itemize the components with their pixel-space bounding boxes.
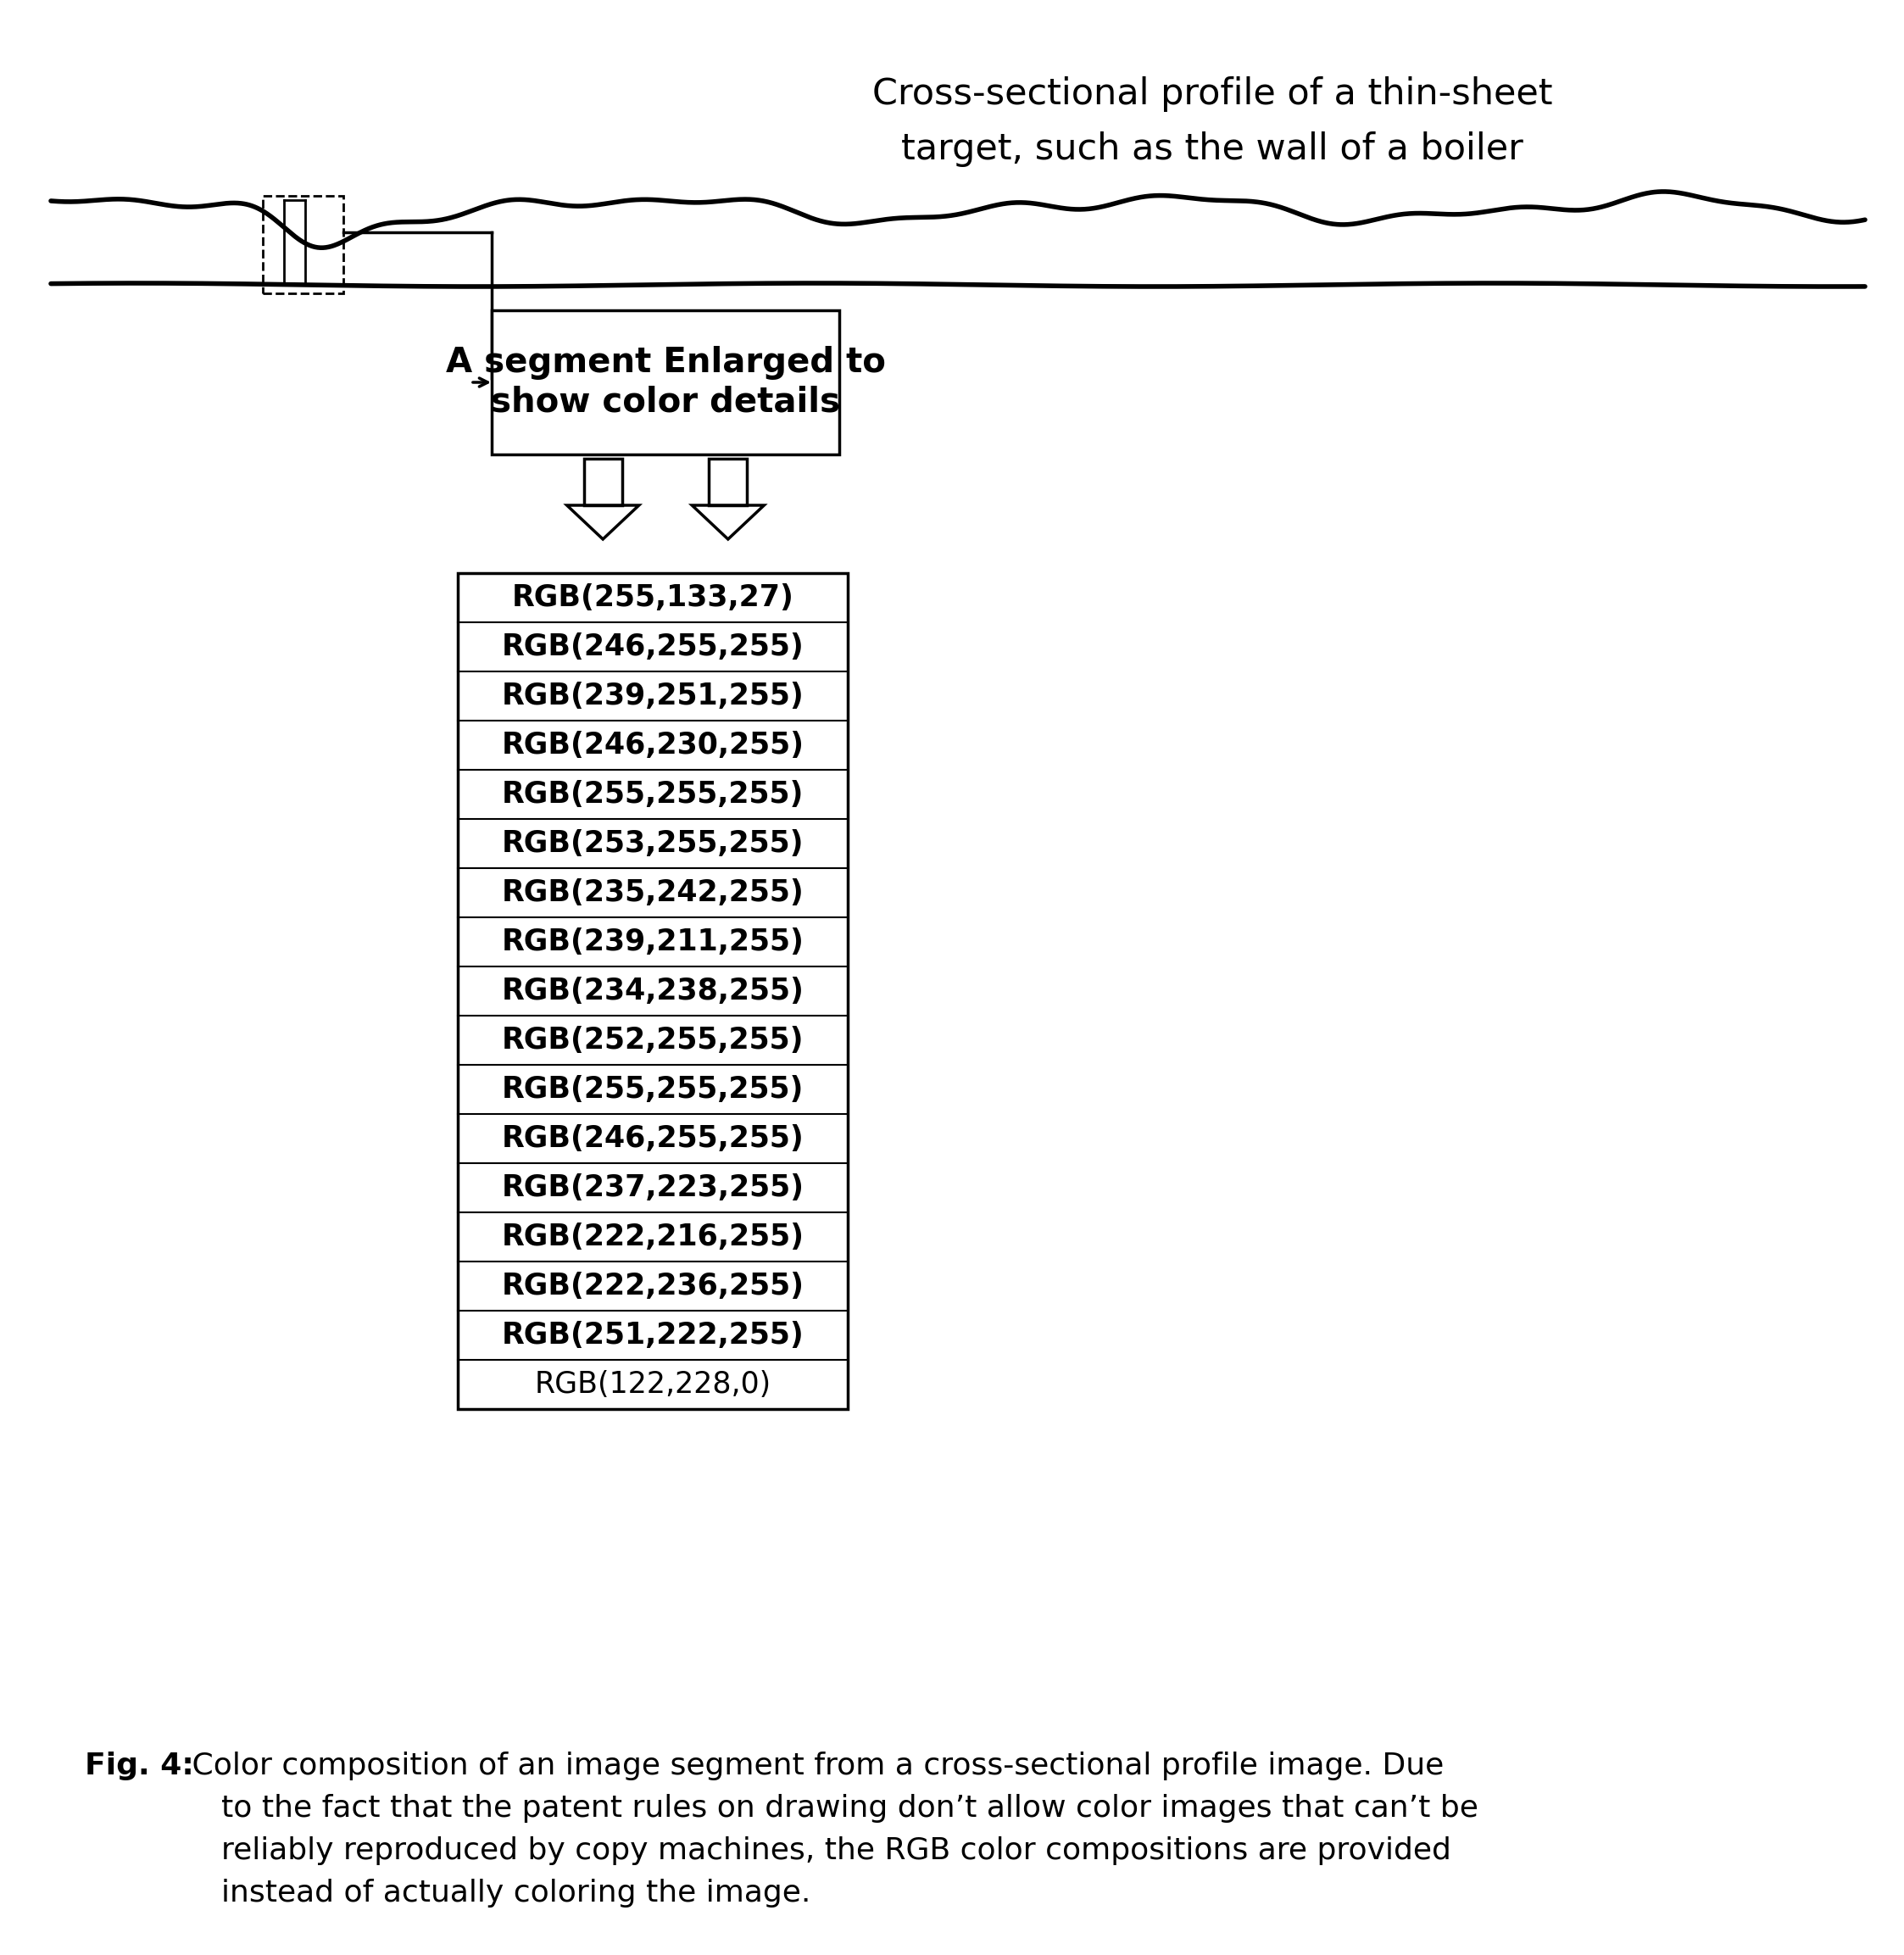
Text: A segment Enlarged to
show color details: A segment Enlarged to show color details <box>446 346 885 418</box>
Bar <box>585 459 623 504</box>
Text: RGB(234,238,255): RGB(234,238,255) <box>501 978 803 1005</box>
Text: instead of actually coloring the image.: instead of actually coloring the image. <box>183 1879 811 1908</box>
Text: RGB(255,255,255): RGB(255,255,255) <box>501 1075 803 1105</box>
Text: RGB(246,230,255): RGB(246,230,255) <box>501 731 803 760</box>
Text: RGB(122,228,0): RGB(122,228,0) <box>535 1370 771 1400</box>
Text: RGB(222,236,255): RGB(222,236,255) <box>501 1271 803 1300</box>
Text: RGB(255,255,255): RGB(255,255,255) <box>501 780 803 809</box>
Text: RGB(255,133,27): RGB(255,133,27) <box>512 583 794 612</box>
Text: RGB(246,255,255): RGB(246,255,255) <box>501 1124 803 1153</box>
Text: RGB(222,216,255): RGB(222,216,255) <box>501 1222 803 1251</box>
Text: Fig. 4:: Fig. 4: <box>86 1752 194 1781</box>
Bar <box>263 196 343 293</box>
Bar <box>708 459 746 504</box>
Text: RGB(237,223,255): RGB(237,223,255) <box>501 1173 803 1202</box>
Text: Color composition of an image segment from a cross-sectional profile image. Due: Color composition of an image segment fr… <box>183 1752 1443 1781</box>
Text: to the fact that the patent rules on drawing don’t allow color images that can’t: to the fact that the patent rules on dra… <box>183 1795 1478 1822</box>
Text: RGB(235,242,255): RGB(235,242,255) <box>501 878 803 907</box>
Text: RGB(252,255,255): RGB(252,255,255) <box>501 1026 803 1054</box>
Text: RGB(239,211,255): RGB(239,211,255) <box>501 927 803 956</box>
Text: RGB(239,251,255): RGB(239,251,255) <box>501 682 803 710</box>
Text: RGB(251,222,255): RGB(251,222,255) <box>501 1322 803 1349</box>
Text: RGB(246,255,255): RGB(246,255,255) <box>501 633 803 661</box>
Text: reliably reproduced by copy machines, the RGB color compositions are provided: reliably reproduced by copy machines, th… <box>183 1836 1451 1865</box>
Text: Cross-sectional profile of a thin-sheet: Cross-sectional profile of a thin-sheet <box>872 76 1552 111</box>
Bar <box>491 311 840 454</box>
Bar <box>457 573 847 1410</box>
Text: RGB(253,255,255): RGB(253,255,255) <box>501 829 803 858</box>
Text: target, such as the wall of a boiler: target, such as the wall of a boiler <box>901 131 1523 166</box>
